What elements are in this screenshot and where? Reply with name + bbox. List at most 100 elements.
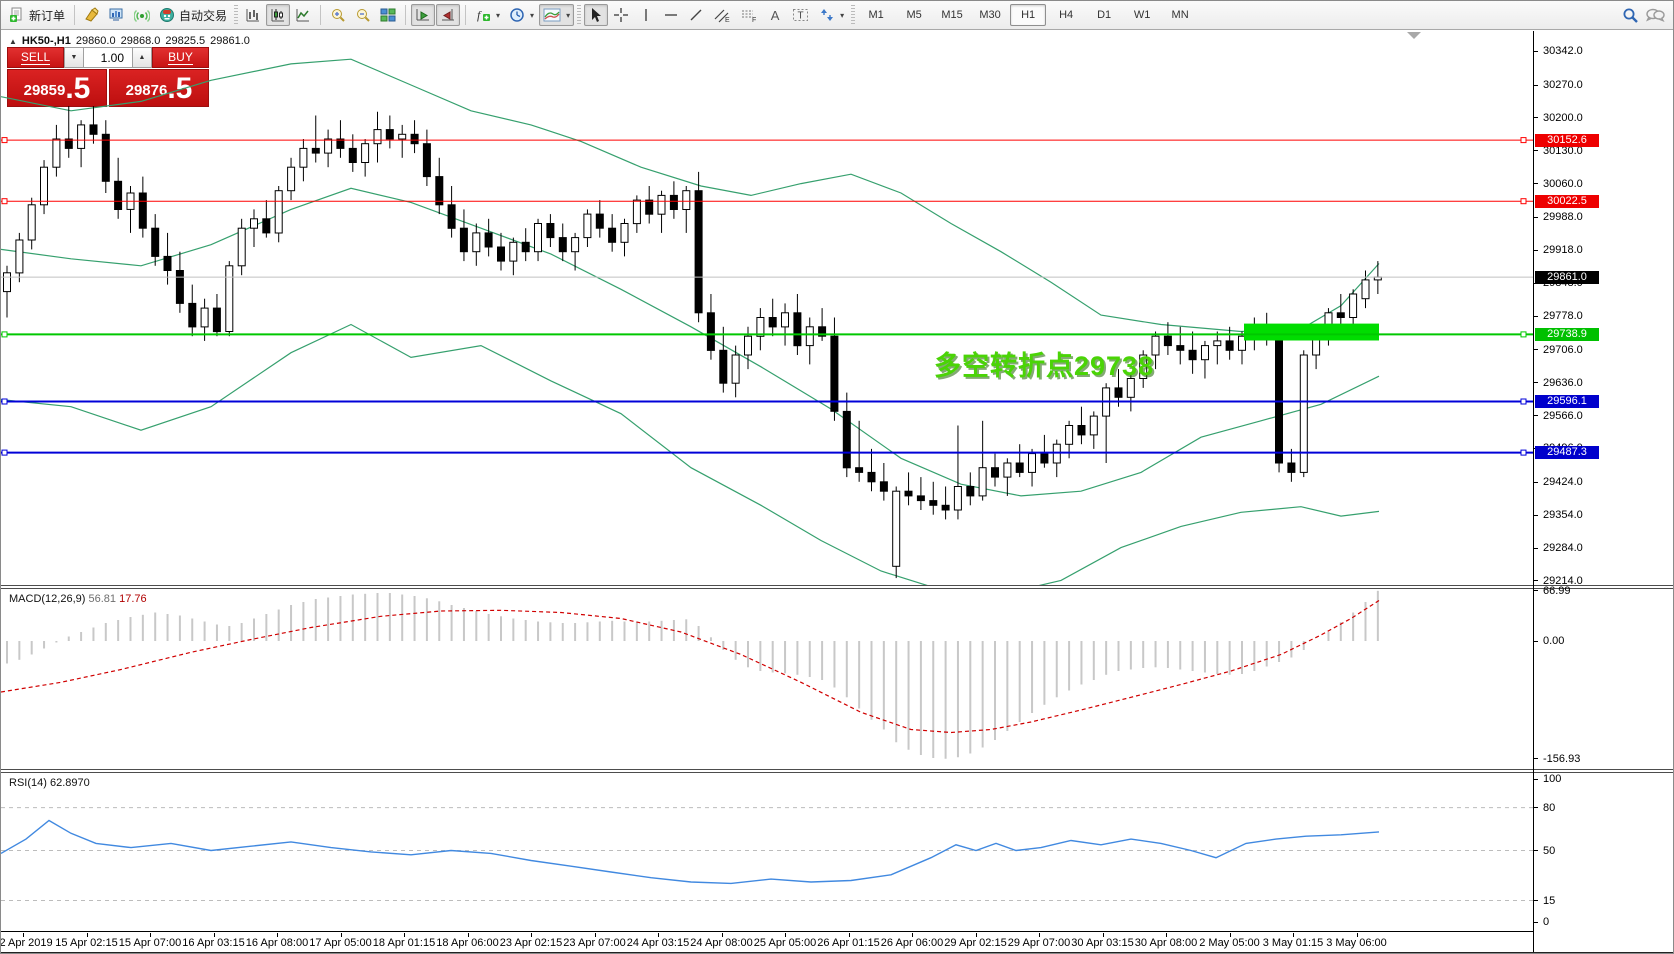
rsi-canvas[interactable] — [1, 773, 1533, 932]
level-anchor[interactable] — [1520, 198, 1527, 205]
chart-bars-button[interactable] — [241, 4, 265, 26]
market-watch-button[interactable] — [105, 4, 129, 26]
candle-body — [15, 239, 24, 274]
price-tick-label: 29284.0 — [1543, 542, 1583, 555]
buy-price-tile[interactable]: 29876.5 — [109, 69, 209, 107]
price-tick-label: 29424.0 — [1543, 476, 1583, 489]
timeframe-button-M5[interactable]: M5 — [906, 9, 922, 21]
candle-body — [744, 335, 752, 356]
periods-button[interactable]: ▾ — [505, 4, 538, 26]
time-axis-label: 26 Apr 01:15 — [817, 937, 880, 949]
label-tool-button[interactable]: T — [788, 4, 814, 26]
signals-button[interactable] — [130, 4, 154, 26]
candle-body — [669, 194, 678, 210]
macd-main-value: 56.81 — [88, 593, 117, 605]
candle-body — [262, 218, 271, 234]
styler-button[interactable] — [80, 4, 104, 26]
level-anchor[interactable] — [1520, 137, 1527, 144]
ohlc-close: 29861.0 — [210, 35, 250, 47]
candle-body — [1040, 453, 1049, 464]
new-order-button[interactable]: 新订单 — [5, 4, 69, 26]
price-tick-label: 29354.0 — [1543, 509, 1583, 522]
new-order-icon — [9, 7, 25, 23]
macd-canvas[interactable] — [1, 589, 1533, 769]
chat-icon[interactable] — [1645, 7, 1665, 23]
candle-body — [929, 500, 938, 506]
rsi-panel-divider[interactable] — [1, 769, 1673, 773]
auto-scroll-button[interactable] — [411, 4, 436, 26]
candle-body — [991, 467, 999, 478]
fibonacci-icon: F — [740, 7, 758, 23]
timeframe-button-H4[interactable]: H4 — [1059, 9, 1074, 21]
candle-body — [1201, 345, 1209, 361]
volume-decrease-button[interactable]: ▼ — [64, 47, 84, 68]
candle-body — [299, 147, 308, 168]
search-icon[interactable] — [1622, 7, 1639, 24]
tile-windows-button[interactable] — [376, 4, 400, 26]
volume-increase-button[interactable]: ▲ — [132, 47, 152, 68]
timeframe-button-M1[interactable]: M1 — [868, 9, 884, 21]
level-anchor[interactable] — [1, 449, 8, 456]
collapse-arrow-icon[interactable]: ▲ — [9, 36, 17, 46]
sell-button[interactable]: SELL — [7, 47, 64, 68]
fibonacci-tool-button[interactable]: F — [736, 4, 762, 26]
level-price-badge: 30152.6 — [1535, 133, 1599, 147]
macd-tick-label: -156.93 — [1543, 752, 1581, 765]
level-anchor[interactable] — [1, 137, 8, 144]
text-tool-button[interactable]: A — [763, 4, 787, 26]
level-anchor[interactable] — [1, 331, 8, 338]
cursor-tool-button[interactable] — [584, 4, 609, 26]
timeframe-button-M30[interactable]: M30 — [979, 9, 1001, 21]
buy-price-frac: .5 — [167, 72, 193, 105]
level-anchor[interactable] — [1, 398, 8, 405]
window-bottom-edge — [1, 952, 1673, 953]
candle-body — [348, 147, 357, 164]
time-axis-label: 18 Apr 01:15 — [372, 937, 436, 949]
indicators-button[interactable]: f ▾ — [471, 4, 504, 26]
timeframe-button-W1[interactable]: W1 — [1133, 9, 1151, 21]
equidistant-channel-tool-button[interactable]: E — [709, 4, 735, 26]
templates-button[interactable]: ▾ — [539, 4, 575, 26]
chart-shift-marker-icon[interactable] — [1407, 32, 1421, 39]
candle-body — [435, 176, 444, 206]
highlight-rectangle[interactable] — [1244, 323, 1379, 341]
price-tick-label: 29778.0 — [1543, 310, 1583, 323]
chart-line-button[interactable] — [291, 4, 315, 26]
timeframe-button-H1[interactable]: H1 — [1010, 4, 1047, 26]
timeframe-button-D1[interactable]: D1 — [1097, 9, 1112, 21]
main-chart-canvas[interactable] — [1, 31, 1533, 585]
macd-panel-divider[interactable] — [1, 585, 1673, 589]
rsi-tick-mark — [1533, 778, 1538, 780]
level-anchor[interactable] — [1520, 449, 1527, 456]
vertical-line-tool-button[interactable] — [634, 4, 658, 26]
level-anchor[interactable] — [1, 198, 8, 205]
candle-body — [138, 192, 147, 229]
candle-body — [916, 495, 925, 502]
level-anchor[interactable] — [1520, 331, 1527, 338]
volume-input[interactable] — [84, 47, 132, 68]
level-anchor[interactable] — [1520, 398, 1527, 405]
chart-shift-button[interactable] — [436, 4, 461, 26]
candle-body — [595, 213, 604, 229]
candle-body — [1139, 354, 1148, 379]
buy-button[interactable]: BUY — [152, 47, 209, 68]
trendline-tool-button[interactable] — [684, 4, 708, 26]
clock-icon — [509, 7, 525, 23]
timeframe-button-MN[interactable]: MN — [1171, 9, 1189, 21]
chart-candlesticks-button[interactable] — [266, 4, 291, 26]
timeframe-button-M15[interactable]: M15 — [941, 9, 963, 21]
time-axis-label: 15 Apr 02:15 — [55, 937, 118, 949]
candle-body — [89, 124, 98, 135]
candle-body — [287, 166, 296, 192]
price-tick-mark — [1533, 183, 1538, 185]
bar-chart-icon — [245, 7, 261, 23]
toolbar-grip — [577, 5, 582, 25]
autotrading-button[interactable]: 自动交易 — [155, 4, 231, 26]
price-tick-mark — [1533, 382, 1538, 384]
zoom-out-button[interactable] — [351, 4, 375, 26]
arrows-tool-button[interactable]: ▾ — [815, 4, 848, 26]
horizontal-line-tool-button[interactable] — [659, 4, 683, 26]
crosshair-tool-button[interactable] — [609, 4, 633, 26]
zoom-in-button[interactable] — [326, 4, 350, 26]
price-tick-mark — [1533, 349, 1538, 351]
